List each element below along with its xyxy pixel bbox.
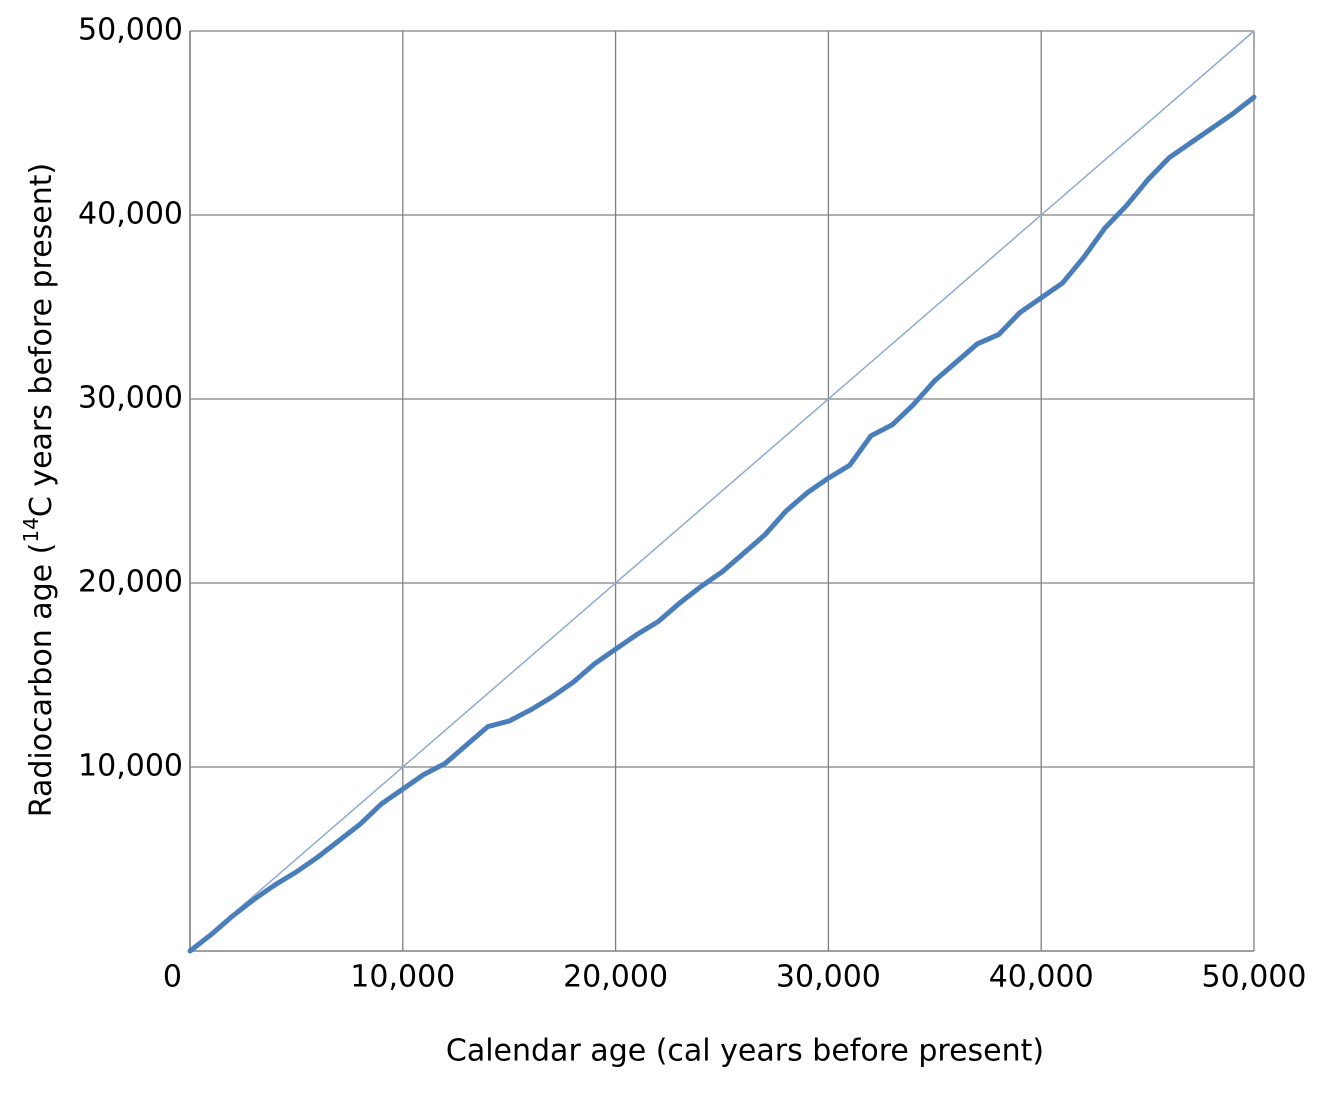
line-series — [189, 30, 1255, 952]
x-tick-label: 40,000 — [989, 960, 1094, 995]
y-tick-label: 20,000 — [78, 565, 183, 600]
line-series — [187, 94, 1257, 954]
y-tick-label: 50,000 — [78, 13, 183, 48]
y-axis-label-sup: 14 — [19, 517, 43, 542]
x-tick-label: 0 — [163, 960, 182, 995]
y-axis-label-part: Radiocarbon age ( — [24, 543, 59, 818]
x-tick-label: 30,000 — [776, 960, 881, 995]
y-tick-label: 30,000 — [78, 381, 183, 416]
x-tick-label: 10,000 — [350, 960, 455, 995]
y-tick-label: 40,000 — [78, 197, 183, 232]
y-tick-label: 10,000 — [78, 749, 183, 784]
y-axis-label: Radiocarbon age (14C years before presen… — [19, 163, 59, 817]
x-tick-label: 50,000 — [1202, 960, 1307, 995]
x-tick-label: 20,000 — [563, 960, 668, 995]
y-axis-label-part: C years before present) — [24, 163, 59, 517]
x-axis-label: Calendar age (cal years before present) — [446, 1034, 1044, 1069]
